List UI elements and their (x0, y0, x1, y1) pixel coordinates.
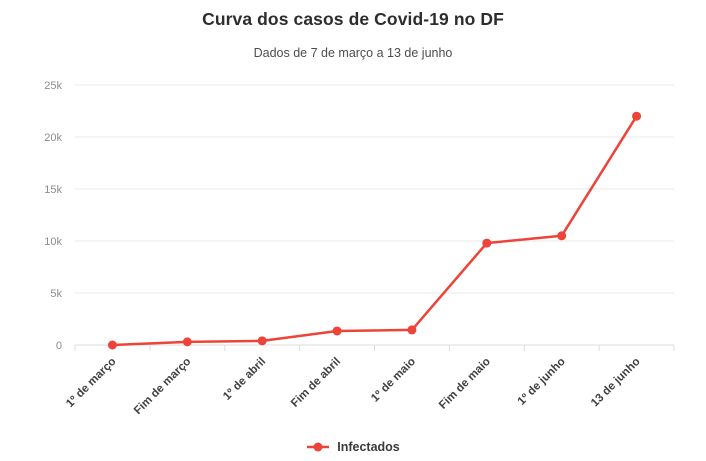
x-axis-label: 1º de maio (369, 356, 418, 405)
x-axis-label: Fim de março (132, 356, 193, 417)
x-axis-label: 1º de junho (516, 356, 568, 408)
legend-label-infectados: Infectados (337, 440, 400, 454)
x-axis-label: 1º de abril (221, 356, 268, 403)
data-point[interactable] (407, 325, 417, 335)
x-axis-label: 1º de março (64, 356, 118, 410)
y-tick-label: 15k (44, 184, 62, 196)
y-tick-label: 25k (44, 80, 62, 92)
legend-line-marker-icon (307, 442, 330, 452)
data-point[interactable] (257, 336, 267, 346)
y-tick-label: 20k (44, 132, 62, 144)
chart-subtitle: Dados de 7 de março a 13 de junho (253, 46, 453, 60)
data-point[interactable] (482, 238, 492, 248)
y-tick-label: 5k (50, 288, 62, 300)
x-axis-label: Fim de maio (437, 356, 493, 412)
legend[interactable]: Infectados (0, 440, 706, 454)
x-axis-label: Fim de abril (289, 356, 343, 410)
data-point[interactable] (182, 337, 192, 347)
data-point[interactable] (557, 231, 567, 241)
series-line (111, 114, 638, 347)
line-chart-plot-area: 0 5k 10k 15k 20k 25k 1º de março Fim de março 1º… (44, 80, 675, 417)
y-tick-label: 10k (44, 236, 62, 248)
data-point[interactable] (632, 111, 642, 121)
data-point[interactable] (332, 326, 342, 336)
chart-title: Curva dos casos de Covid-19 no DF (202, 9, 504, 29)
y-tick-label: 0 (56, 340, 62, 352)
x-axis-label: 13 de junho (589, 356, 643, 410)
data-point[interactable] (107, 340, 117, 350)
